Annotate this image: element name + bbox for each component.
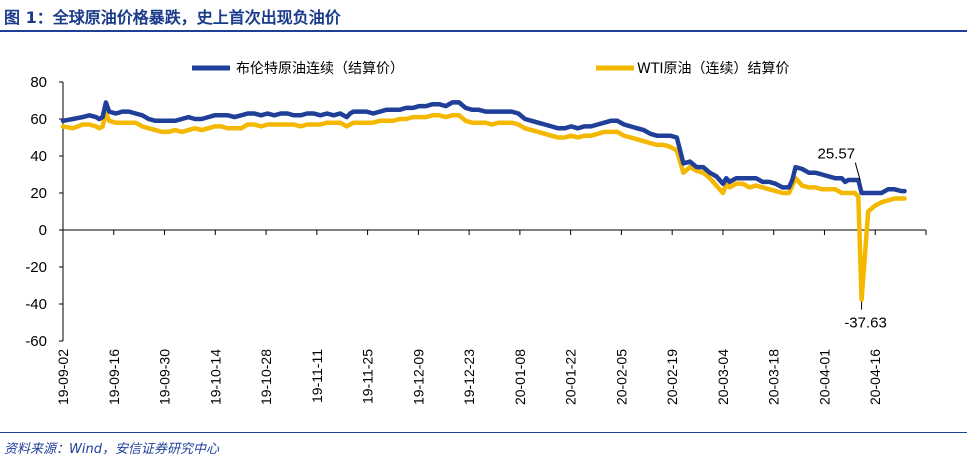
- x-tick-label: 19-09-30: [157, 349, 173, 405]
- chart-axes: 19-09-02 19-09-16 19-09-30 19-10-14 19-10-28…: [55, 81, 927, 405]
- x-tick-label: 19-12-23: [461, 349, 477, 405]
- x-tick-label: 19-12-09: [410, 349, 426, 405]
- x-tick-label: 20-04-16: [867, 349, 883, 405]
- chart-legend: 布伦特原油连续（结算价） WTI原油（连续）结算价: [192, 60, 790, 77]
- y-tick-label: -60: [25, 333, 47, 350]
- x-tick-label: 19-10-28: [258, 349, 274, 405]
- footer-rule: [0, 432, 967, 433]
- series-layer: [60, 100, 907, 302]
- legend-label-wti: WTI原油（连续）结算价: [637, 60, 790, 77]
- source-note: 资料来源：Wind，安信证券研究中心: [4, 442, 219, 457]
- annotation-label-wti: -37.63: [844, 315, 887, 332]
- y-tick-label: 40: [30, 148, 47, 165]
- y-axis: -60 -40 -20 0 20 40 60 80: [25, 74, 47, 350]
- x-tick-label: 19-10-14: [207, 349, 223, 405]
- y-tick-label: 80: [30, 74, 47, 91]
- y-tick-label: 20: [30, 185, 47, 202]
- x-tick-label: 19-11-11: [309, 349, 325, 403]
- x-tick-label: 19-09-16: [106, 349, 122, 405]
- x-tick-label: 20-02-19: [664, 349, 680, 405]
- price-line-chart: 布伦特原油连续（结算价） WTI原油（连续）结算价 -60 -40 -20 0 20 40…: [25, 60, 927, 405]
- x-tick-label: 20-01-22: [563, 349, 579, 405]
- y-tick-label: 0: [39, 222, 47, 239]
- annotations: 25.57 -37.63: [818, 146, 887, 332]
- x-tick-label: 19-11-25: [360, 349, 376, 404]
- x-tick-label: 20-02-05: [613, 349, 629, 405]
- series-line-brent: [60, 100, 907, 196]
- x-tick-label: 20-04-01: [816, 349, 832, 405]
- legend-label-brent: 布伦特原油连续（结算价）: [236, 60, 404, 77]
- y-tick-label: -40: [25, 296, 47, 313]
- y-tick-label: -20: [25, 259, 47, 276]
- x-tick-label: 20-03-04: [715, 349, 731, 405]
- figure-title: 图 1：全球原油价格暴跌，史上首次出现负油价: [4, 8, 341, 27]
- x-tick-label: 20-01-08: [512, 349, 528, 405]
- series-line-wti: [60, 111, 907, 302]
- y-tick-label: 60: [30, 111, 47, 128]
- x-tick-label: 19-09-02: [55, 349, 71, 405]
- title-underline: [0, 30, 967, 32]
- annotation-label-brent: 25.57: [818, 146, 856, 163]
- x-tick-label: 20-03-18: [766, 349, 782, 405]
- annotation-leader-brent: [854, 162, 861, 181]
